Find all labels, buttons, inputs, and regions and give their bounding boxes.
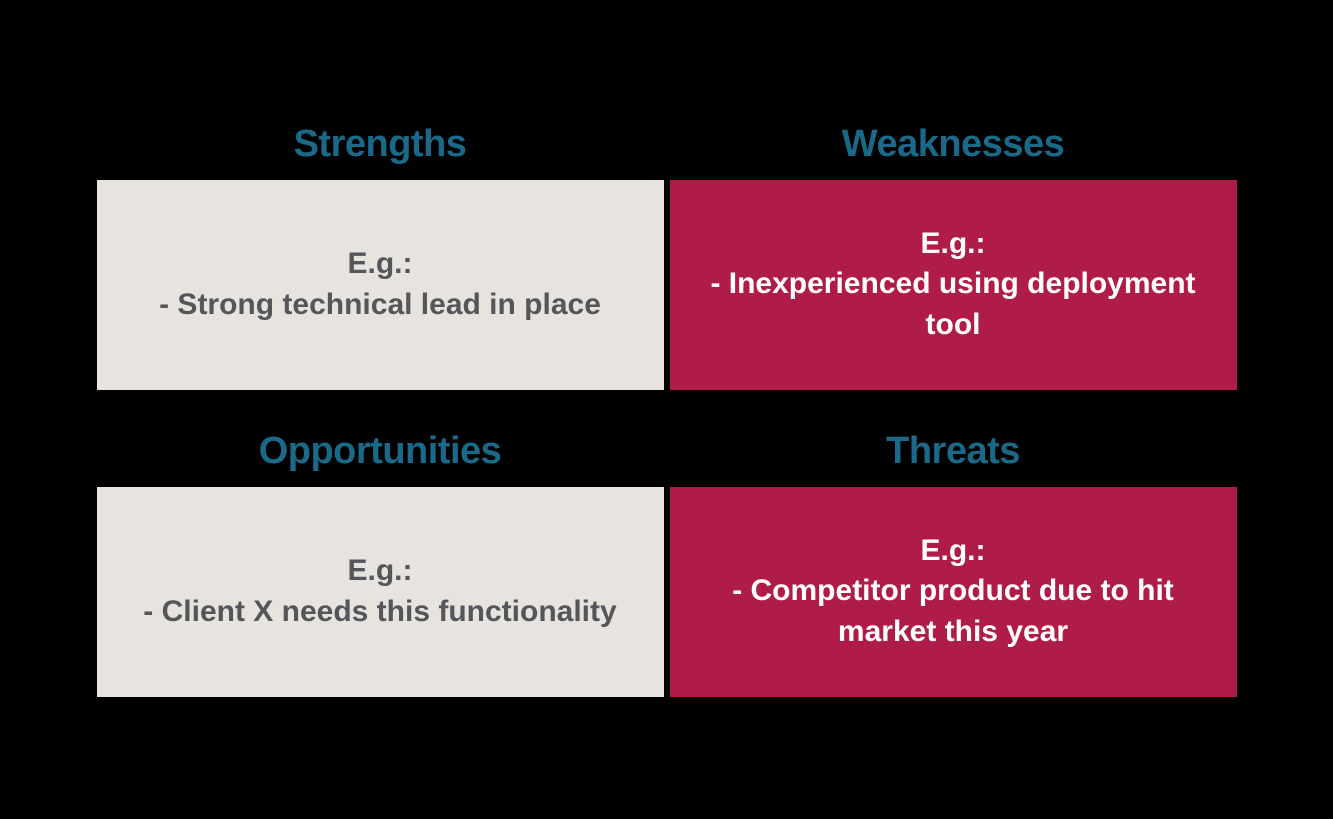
strengths-eg-label: E.g.: — [348, 244, 413, 285]
strengths-cell: Strengths E.g.: - Strong technical lead … — [97, 123, 664, 390]
weaknesses-heading: Weaknesses — [670, 123, 1237, 166]
strengths-item: - Strong technical lead in place — [159, 285, 601, 326]
opportunities-eg-label: E.g.: — [348, 551, 413, 592]
opportunities-item: - Client X needs this functionality — [143, 592, 616, 633]
threats-heading: Threats — [670, 430, 1237, 473]
threats-eg-label: E.g.: — [921, 531, 986, 572]
opportunities-cell: Opportunities E.g.: - Client X needs thi… — [97, 430, 664, 697]
threats-item: - Competitor product due to hit market t… — [710, 571, 1197, 652]
weaknesses-item: - Inexperienced using deployment tool — [710, 264, 1197, 345]
strengths-box: E.g.: - Strong technical lead in place — [97, 180, 664, 390]
opportunities-heading: Opportunities — [97, 430, 664, 473]
weaknesses-cell: Weaknesses E.g.: - Inexperienced using d… — [670, 123, 1237, 390]
strengths-heading: Strengths — [97, 123, 664, 166]
opportunities-box: E.g.: - Client X needs this functionalit… — [97, 487, 664, 697]
threats-cell: Threats E.g.: - Competitor product due t… — [670, 430, 1237, 697]
swot-grid: Strengths E.g.: - Strong technical lead … — [97, 123, 1237, 697]
weaknesses-box: E.g.: - Inexperienced using deployment t… — [670, 180, 1237, 390]
weaknesses-eg-label: E.g.: — [921, 224, 986, 265]
threats-box: E.g.: - Competitor product due to hit ma… — [670, 487, 1237, 697]
